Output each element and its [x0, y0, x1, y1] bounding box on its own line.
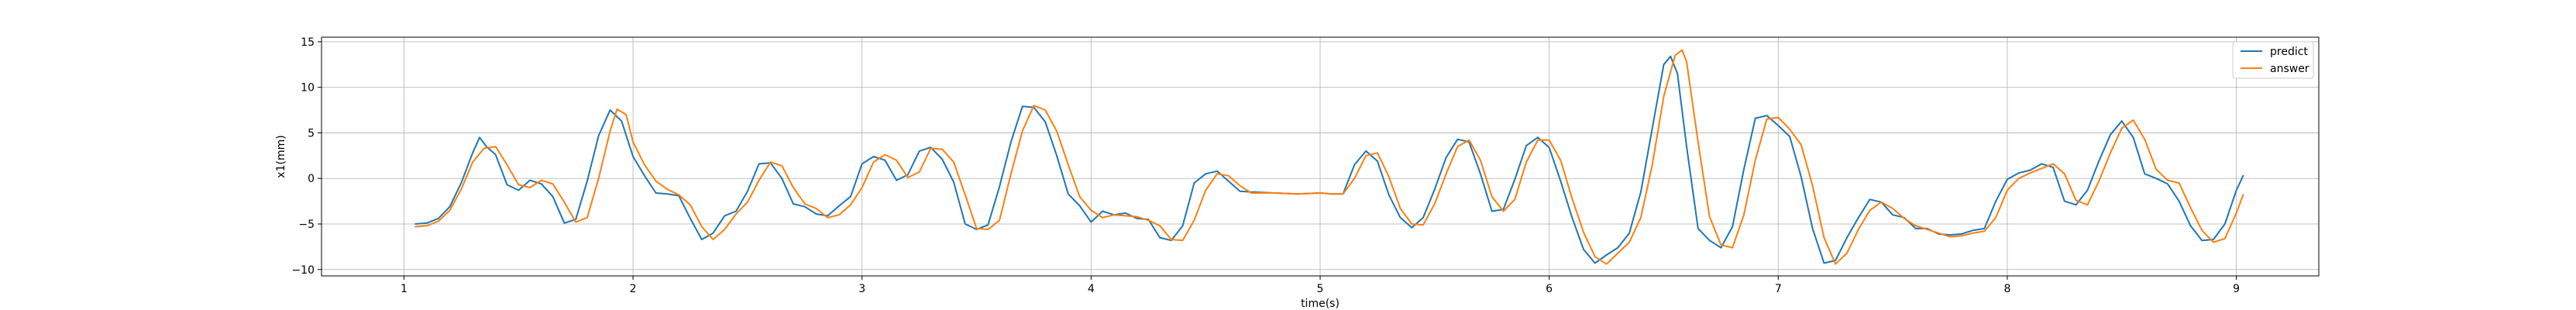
axis-ticks: 1 2 3 4 5 6 7 8 9 −10 −5 0 5 10 15: [291, 36, 2240, 295]
x-tick-label: 2: [630, 283, 637, 295]
grid: [322, 37, 2319, 276]
x-tick-label: 3: [858, 283, 865, 295]
plot-frame: [321, 36, 2320, 277]
y-axis-label: x1(mm): [275, 135, 287, 177]
legend: predict answer: [2232, 41, 2314, 79]
series-lines: [414, 49, 2244, 265]
series-line-answer: [414, 49, 2244, 265]
x-tick-label: 4: [1088, 283, 1095, 295]
x-tick-label: 8: [2003, 283, 2010, 295]
legend-answer-label: answer: [2270, 63, 2309, 75]
y-tick-label: −5: [298, 219, 315, 231]
y-tick-label: 0: [308, 173, 315, 185]
x-tick-label: 7: [1775, 283, 1782, 295]
x-axis-label: time(s): [1301, 298, 1340, 310]
x-tick-label: 5: [1317, 283, 1324, 295]
y-tick-label: −10: [291, 264, 315, 277]
x-tick-label: 9: [2233, 283, 2240, 295]
legend-predict-label: predict: [2270, 46, 2308, 58]
y-tick-label: 5: [308, 127, 315, 140]
x-tick-label: 6: [1546, 283, 1553, 295]
x-tick-label: 1: [401, 283, 408, 295]
y-tick-label: 15: [301, 36, 315, 49]
y-tick-label: 10: [301, 82, 315, 95]
